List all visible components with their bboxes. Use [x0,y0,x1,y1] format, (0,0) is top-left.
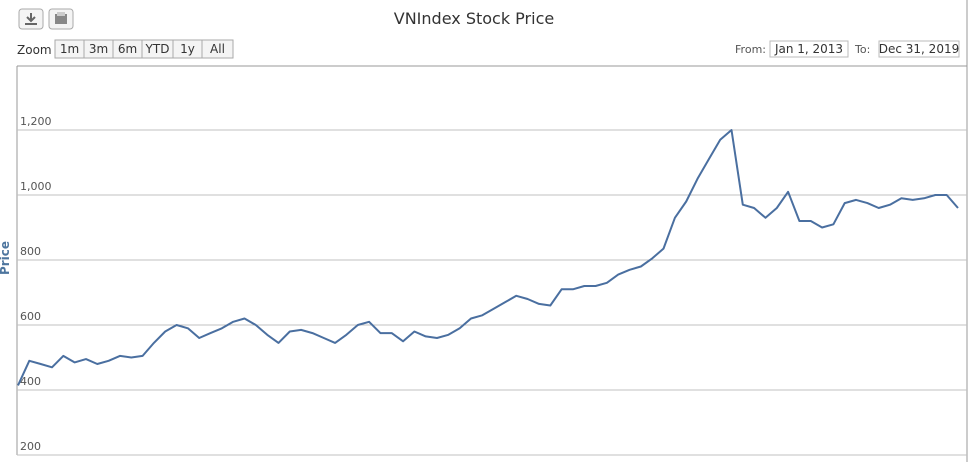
y-axis-label: Price [0,241,12,275]
zoom-button-box [201,39,234,59]
zoom-button[interactable]: 1y [172,39,203,59]
y-tick-label: 1,000 [20,180,52,193]
from-input[interactable] [769,40,849,58]
zoom-button[interactable]: All [201,39,234,59]
zoom-button-label: 1y [180,42,195,56]
zoom-label: Zoom [17,43,52,57]
price-line [17,129,959,386]
print-button[interactable] [48,8,74,30]
zoom-button[interactable]: 6m [112,39,143,59]
zoom-button-label: 3m [89,42,108,56]
chart-title: VNIndex Stock Price [394,9,554,28]
from-label: From: [735,43,766,56]
from-value: Jan 1, 2013 [774,42,843,56]
zoom-button[interactable]: 1m [54,39,85,59]
y-tick-label: 1,200 [20,115,52,128]
to-label: To: [854,43,870,56]
download-button[interactable] [18,8,44,30]
zoom-button[interactable]: 3m [83,39,114,59]
zoom-button-label: YTD [145,42,170,56]
zoom-button-label: 1m [60,42,79,56]
y-tick-label: 200 [20,440,41,453]
to-input[interactable] [878,40,960,58]
y-tick-label: 400 [20,375,41,388]
zoom-button-label: All [210,42,225,56]
y-tick-label: 600 [20,310,41,323]
to-value: Dec 31, 2019 [879,42,959,56]
y-tick-label: 800 [20,245,41,258]
zoom-button-label: 6m [118,42,137,56]
zoom-button[interactable]: YTD [141,39,174,59]
